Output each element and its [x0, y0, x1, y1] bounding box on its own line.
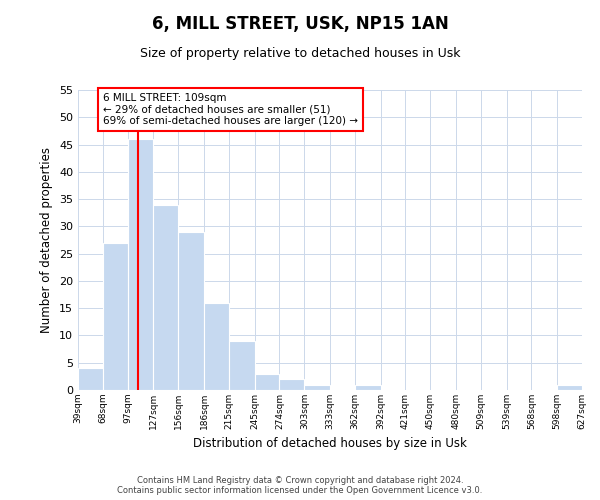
Text: Contains HM Land Registry data © Crown copyright and database right 2024.
Contai: Contains HM Land Registry data © Crown c…	[118, 476, 482, 495]
Text: 6 MILL STREET: 109sqm
← 29% of detached houses are smaller (51)
69% of semi-deta: 6 MILL STREET: 109sqm ← 29% of detached …	[103, 92, 358, 126]
Bar	[128, 139, 154, 390]
X-axis label: Distribution of detached houses by size in Usk: Distribution of detached houses by size …	[193, 438, 467, 450]
Text: 6, MILL STREET, USK, NP15 1AN: 6, MILL STREET, USK, NP15 1AN	[152, 15, 448, 33]
Text: Size of property relative to detached houses in Usk: Size of property relative to detached ho…	[140, 48, 460, 60]
Bar	[280, 379, 304, 390]
Bar	[103, 242, 128, 390]
Y-axis label: Number of detached properties: Number of detached properties	[40, 147, 53, 333]
Bar	[178, 232, 204, 390]
Bar	[355, 384, 380, 390]
Bar	[78, 368, 103, 390]
Bar	[154, 204, 178, 390]
Bar	[557, 384, 582, 390]
Bar	[304, 384, 330, 390]
Bar	[254, 374, 280, 390]
Bar	[204, 302, 229, 390]
Bar	[229, 341, 254, 390]
